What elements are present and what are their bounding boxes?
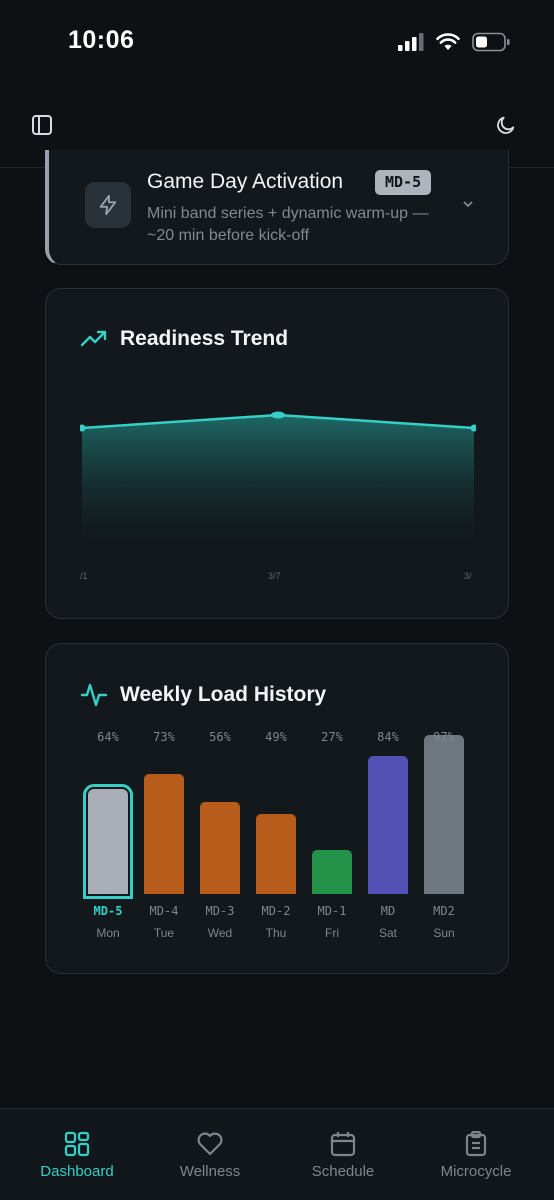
bar-day-label: Thu	[265, 926, 287, 940]
nav-label: Microcycle	[440, 1163, 512, 1180]
bar-day-label: Sat	[378, 926, 397, 940]
weekly-load-card: Weekly Load History 64% MD-5 Mon 73% MD-4 Tue…	[45, 643, 509, 974]
bar-percent-label: 84%	[377, 730, 399, 744]
load-bar[interactable]	[424, 735, 464, 894]
lightning-bolt-icon	[99, 194, 117, 216]
load-bar[interactable]	[144, 774, 184, 894]
status-time: 10:06	[68, 26, 135, 54]
bar-percent-label: 56%	[209, 730, 231, 744]
bar-percent-label: 49%	[265, 730, 287, 744]
readiness-point[interactable]	[271, 411, 285, 419]
bar-md-label: MD2	[433, 904, 455, 918]
sidebar-panel-icon	[32, 115, 52, 135]
bar-column-tue[interactable]: 73% MD-4 Tue	[144, 724, 184, 940]
bar-percent-label: 97%	[433, 730, 455, 744]
readiness-title: Readiness Trend	[120, 327, 289, 350]
bar-day-label: Wed	[207, 926, 233, 940]
bar-percent-label: 64%	[97, 730, 119, 744]
bar-column-sat[interactable]: 84% MD Sat	[368, 724, 408, 940]
readiness-point[interactable]	[80, 424, 86, 432]
sidebar-toggle-button[interactable]	[22, 105, 62, 145]
x-tick-label: 3/	[464, 571, 472, 581]
nav-item-schedule[interactable]: Schedule	[278, 1131, 408, 1180]
bar-column-thu[interactable]: 49% MD-2 Thu	[256, 724, 296, 940]
bar-md-label: MD-1	[317, 904, 347, 918]
status-bar: 10:06	[0, 0, 554, 84]
nav-label: Dashboard	[40, 1163, 114, 1180]
bar-md-label: MD-5	[93, 904, 123, 918]
bar-md-label: MD-2	[261, 904, 291, 918]
nav-label: Schedule	[311, 1163, 375, 1180]
activation-description: Mini band series + dynamic warm-up — ~20…	[147, 205, 429, 244]
load-bar[interactable]	[256, 814, 296, 894]
bar-md-label: MD	[380, 904, 396, 918]
bar-percent-label: 73%	[153, 730, 175, 744]
battery-icon	[472, 32, 510, 52]
load-bar[interactable]	[312, 850, 352, 894]
bar-day-label: Mon	[96, 926, 120, 940]
load-bar[interactable]	[200, 802, 240, 894]
x-tick-label: /1	[80, 571, 88, 581]
bar-column-mon[interactable]: 64% MD-5 Mon	[83, 724, 133, 940]
bar-day-label: Sun	[433, 926, 455, 940]
weekly-load-title: Weekly Load History	[120, 683, 327, 706]
bar-md-label: MD-4	[149, 904, 179, 918]
moon-icon	[497, 116, 515, 134]
bar-day-label: Fri	[325, 926, 339, 940]
heart-icon	[197, 1132, 223, 1156]
theme-toggle-button[interactable]	[486, 105, 526, 145]
nav-item-microcycle[interactable]: Microcycle	[411, 1131, 541, 1180]
bar-column-sun[interactable]: 97% MD2 Sun	[424, 724, 464, 940]
bar-column-fri[interactable]: 27% MD-1 Fri	[312, 724, 352, 940]
status-icons	[398, 30, 510, 54]
activation-icon-box	[85, 182, 131, 228]
nav-item-wellness[interactable]: Wellness	[145, 1131, 275, 1180]
readiness-area-chart	[80, 411, 477, 547]
readiness-trend-card: Readiness Trend /1 3/7 3/	[45, 288, 509, 619]
trending-up-icon	[80, 330, 107, 347]
clipboard-icon	[465, 1131, 487, 1157]
bar-md-label: MD-3	[205, 904, 235, 918]
dashboard-grid-icon	[64, 1131, 90, 1157]
x-tick-label: 3/7	[268, 571, 281, 581]
nav-item-dashboard[interactable]: Dashboard	[12, 1131, 142, 1180]
activity-pulse-icon	[80, 683, 108, 707]
readiness-header: Readiness Trend	[80, 327, 288, 351]
bottom-navigation: Dashboard Wellness Schedule Microcycle	[0, 1108, 554, 1200]
readiness-point[interactable]	[470, 424, 477, 432]
bar-day-label: Tue	[153, 926, 175, 940]
activation-title: Game Day Activation	[147, 170, 344, 193]
weekly-load-header: Weekly Load History	[80, 682, 326, 708]
chevron-down-icon[interactable]	[460, 196, 476, 212]
calendar-icon	[330, 1132, 356, 1157]
nav-label: Wellness	[179, 1163, 241, 1180]
bar-column-wed[interactable]: 56% MD-3 Wed	[200, 724, 240, 940]
bar-percent-label: 27%	[321, 730, 343, 744]
cellular-signal-icon	[398, 33, 424, 51]
load-bar[interactable]	[368, 756, 408, 894]
readiness-area	[82, 415, 474, 547]
activation-card[interactable]: Game Day Activation MD-5 Mini band serie…	[45, 150, 509, 265]
wifi-icon	[436, 33, 460, 50]
activation-badge: MD-5	[375, 170, 432, 195]
load-bar[interactable]	[83, 784, 133, 899]
